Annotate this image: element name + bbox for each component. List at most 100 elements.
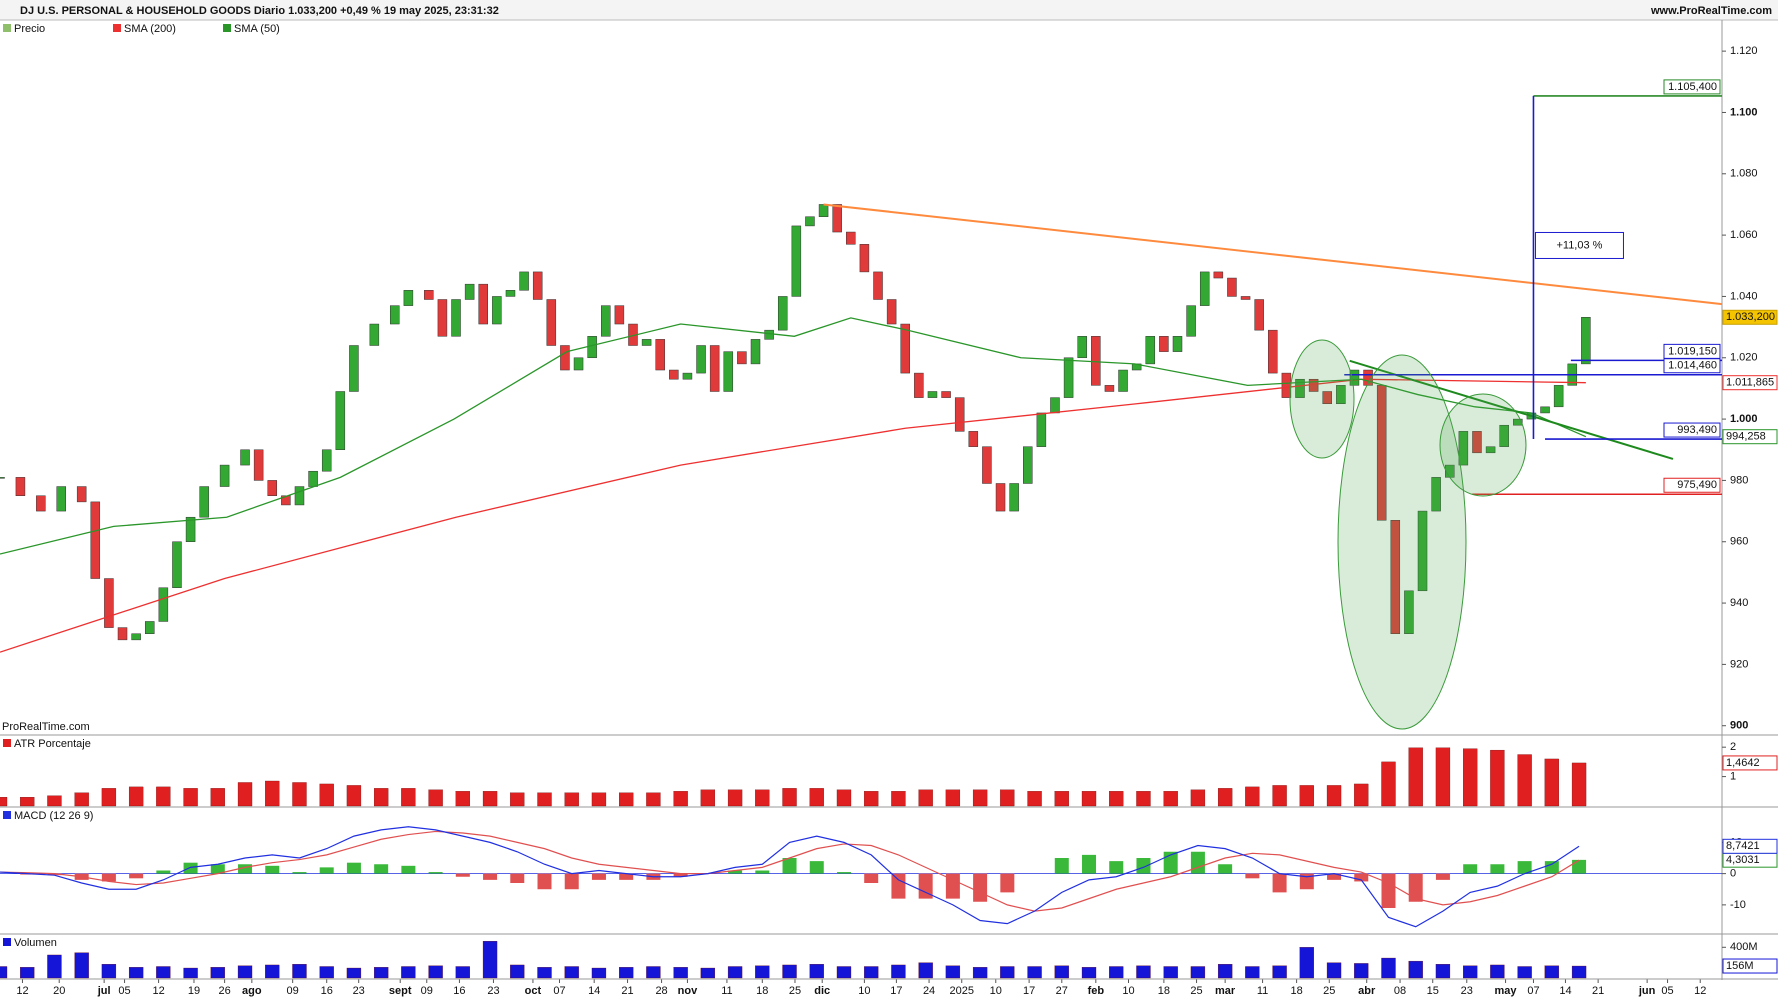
last-value-label: 994,258 [1726,431,1766,443]
candle [1009,483,1019,512]
indicator-bar [237,782,253,807]
panel-title: ATR Porcentaje [14,738,91,750]
y-tick-label: 1.020 [1730,352,1758,364]
y-tick-label: 920 [1730,658,1748,670]
candle [15,477,26,496]
last-value-box [1722,309,1778,325]
histogram-bar [1327,873,1342,880]
candle [982,446,992,484]
candle [832,204,842,233]
watermark: ProRealTime.com [2,721,90,733]
candle [1540,406,1550,414]
indicator-bar [1517,966,1532,979]
indicator-bar [619,792,634,807]
indicator-bar [864,966,879,979]
level-box [1663,358,1721,374]
x-tick-label: 18 [1158,985,1170,997]
indicator-bar [1027,966,1042,979]
indicator-bar [1054,791,1069,807]
histogram-bar [673,873,688,877]
x-tick-label: 14 [588,985,600,997]
histogram-bar [945,873,960,899]
indicator-bar [755,965,770,979]
histogram-bar [183,862,198,874]
candle [219,464,230,487]
x-tick-label: 17 [1023,985,1035,997]
histogram-bar [401,865,416,874]
y-tick-label: 400M [1730,941,1758,953]
candle [369,323,380,346]
candle [669,369,679,380]
x-tick-label: 15 [1427,985,1439,997]
candle [0,477,5,479]
site-link[interactable]: www.ProRealTime.com [1650,5,1772,17]
indicator-bar [945,965,961,979]
candle [709,345,720,392]
histogram-bar [973,873,988,902]
candle [1077,336,1087,359]
x-tick-label: 2025 [949,985,973,997]
indicator-bar [210,967,225,979]
indicator-bar [918,962,933,979]
candle [1553,385,1564,408]
level-label: 993,490 [1677,424,1717,436]
x-tick-label: 11 [721,985,732,997]
candle [941,391,951,398]
histogram-bar [782,858,797,874]
candle [1363,369,1373,386]
y-tick-label: 980 [1730,474,1748,486]
histogram-bar [1517,861,1532,874]
indicator-bar [156,966,171,979]
indicator-bar [510,792,525,807]
x-tick-label: 05 [1661,985,1673,997]
x-tick-label: 28 [655,985,667,997]
x-tick-label: dic [814,985,830,997]
last-value-label: 1.033,200 [1726,311,1775,323]
candle [1472,431,1482,454]
candle [1581,317,1591,365]
indicator-bar [455,966,470,979]
indicator-bar [1000,966,1015,979]
x-tick-label: 07 [553,985,565,997]
candle [886,299,897,325]
candle [1145,336,1156,365]
last-value-box [1722,755,1778,771]
x-tick-label: 23 [1461,985,1473,997]
candle [601,305,611,337]
x-tick-label: 05 [118,985,130,997]
indicator-bar [673,967,688,979]
candle [914,372,924,398]
x-tick-label: mar [1215,985,1236,997]
indicator-bar [401,788,416,807]
candle [36,495,46,512]
indicator-bar [1272,965,1287,979]
candle [1390,520,1401,634]
candle [403,290,414,306]
x-tick-label: 16 [321,985,333,997]
indicator-bar [1136,965,1151,979]
indicator-bar [1381,957,1396,979]
histogram-bar [1572,859,1587,874]
x-tick-label: 10 [1122,985,1134,997]
histogram-bar [1054,858,1069,874]
x-tick-label: 08 [1394,985,1406,997]
candle [1485,446,1496,454]
indicator-bar [1081,791,1097,807]
indicator-bar [782,788,797,807]
indicator-bar [727,789,743,807]
indicator-bar [619,967,634,979]
legend-label: Precio [14,23,45,35]
candle [777,296,788,331]
y-tick-label: 1.100 [1730,106,1758,118]
indicator-bar [428,789,443,807]
candle [390,305,400,325]
candle [1254,299,1264,331]
histogram-bar [1381,873,1396,908]
indicator-bar [1435,747,1451,807]
indicator-bar [0,966,8,979]
candle [185,516,196,542]
candle [723,351,734,392]
candle [1322,391,1332,405]
x-tick-label: 18 [1290,985,1302,997]
